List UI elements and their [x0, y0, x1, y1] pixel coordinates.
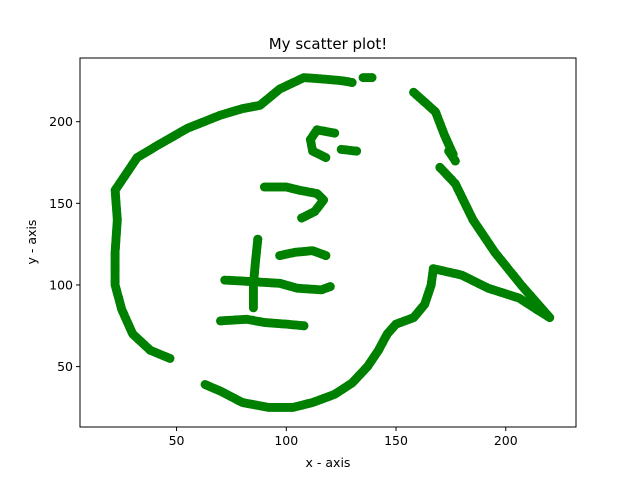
y-tick-label: 150 [49, 196, 73, 211]
data-point [448, 149, 458, 159]
data-point [253, 234, 263, 244]
x-axis-title: x - axis [306, 455, 351, 470]
y-axis-title: y - axis [24, 220, 39, 265]
x-tick-label: 100 [274, 433, 298, 448]
y-tick-label: 200 [49, 114, 73, 129]
y-tick-label: 50 [57, 359, 73, 374]
y-tick-label: 100 [49, 277, 73, 292]
data-point [330, 128, 340, 138]
data-points [110, 73, 555, 412]
data-point [435, 162, 445, 172]
data-point [367, 73, 377, 83]
data-point [299, 321, 309, 331]
data-point [297, 213, 307, 223]
x-tick-label: 50 [169, 433, 185, 448]
chart-title: My scatter plot! [269, 35, 388, 53]
data-point [325, 282, 335, 292]
x-tick-label: 200 [494, 433, 518, 448]
x-axis-ticks: 50 100 150 200 [169, 427, 518, 448]
x-tick-label: 150 [384, 433, 408, 448]
y-axis-ticks: 50 100 150 200 [49, 114, 80, 374]
plot-frame [79, 57, 577, 428]
data-point [347, 78, 357, 87]
data-point [321, 251, 331, 261]
data-point [352, 146, 361, 156]
